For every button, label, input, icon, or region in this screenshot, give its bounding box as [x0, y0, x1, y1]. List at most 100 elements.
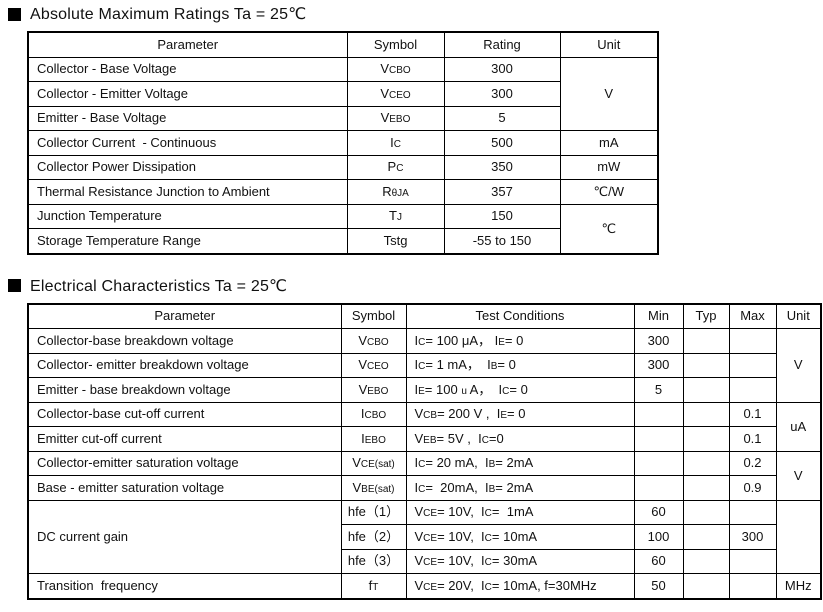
table-cell: [633, 450, 684, 476]
table-cell: 60: [633, 499, 684, 525]
table-row: Collector - Base Voltage VCBO 300 V: [27, 56, 659, 131]
table-cell: DC current gain: [27, 499, 342, 574]
section-title-text: Electrical Characteristics Ta = 25℃: [30, 277, 288, 295]
table-cell: [728, 352, 777, 378]
header-row: Parameter Symbol Test Conditions Min Typ Max U…: [27, 303, 822, 329]
table-cell: IC= 1 mA， IB= 0: [405, 352, 635, 378]
table-row: Base - emitter saturation voltage VBE(sat…: [27, 475, 821, 501]
table-cell: 60: [633, 548, 684, 574]
table-row: Collector-emitter saturation voltage VCE(…: [27, 450, 822, 501]
table-cell: VEB= 5V , IC=0: [405, 426, 635, 452]
column-header: Parameter: [27, 303, 342, 329]
table-cell: VCE(sat): [340, 450, 407, 476]
black-square-icon: [8, 279, 21, 292]
table-cell: 300: [728, 524, 777, 550]
table-cell: 300: [443, 56, 561, 82]
electrical-characteristics-table: Parameter Symbol Test Conditions Min Typ Max U…: [27, 302, 822, 600]
table-row: Collector Current - Continuous IC 500 mA: [27, 130, 659, 156]
table-cell: Collector Current - Continuous: [27, 130, 348, 156]
black-square-icon: [8, 7, 21, 21]
table-cell: [728, 548, 777, 574]
table-row: hfe（3） VCE= 10V, IC= 30mA 60: [28, 548, 821, 574]
table-row: Collector-base cut-off current ICBO VCB= 2…: [27, 401, 822, 452]
table-cell: IE= 100 u A， IC= 0: [405, 377, 635, 403]
table-cell: 0.2: [728, 450, 777, 476]
table-cell: Emitter - base breakdown voltage: [27, 377, 342, 403]
table-cell: Collector - Base Voltage: [27, 56, 348, 82]
table-cell: IC= 20 mA, IB= 2mA: [405, 450, 635, 476]
table-cell: Collector-base breakdown voltage: [27, 328, 342, 354]
table-cell: Collector Power Dissipation: [27, 154, 348, 180]
table-cell: [682, 450, 730, 476]
table-cell: Collector - Emitter Voltage: [27, 81, 348, 107]
table-cell: 100: [633, 524, 684, 550]
table-cell: [682, 499, 730, 525]
table-cell: 0.1: [728, 401, 777, 427]
column-header: Symbol: [346, 31, 445, 58]
column-header: Typ: [682, 303, 730, 329]
table-cell: VCEO: [340, 352, 407, 378]
table-row: Emitter cut-off current IEBO VEB= 5V , IC=…: [27, 426, 821, 452]
absolute-maximum-ratings-table: Parameter Symbol Rating Unit Collector - Bas…: [27, 31, 659, 255]
column-header: Symbol: [340, 303, 407, 329]
table-cell: 0.9: [728, 475, 777, 501]
header-row: Parameter Symbol Rating Unit: [27, 31, 659, 58]
table-cell: [633, 426, 684, 452]
table-cell: VCBO: [340, 328, 407, 354]
table-cell: 5: [443, 105, 561, 131]
table-cell: Junction Temperature: [27, 203, 348, 229]
table-cell: Emitter - Base Voltage: [27, 105, 348, 131]
table-row: Storage Temperature Range Tstg -55 to 150: [27, 228, 658, 254]
column-header: Parameter: [27, 31, 348, 58]
table-cell: ℃: [559, 203, 659, 254]
table-row: Transition frequency fT VCE= 20V, IC= 10mA…: [27, 573, 822, 599]
table-cell: V: [775, 450, 822, 501]
table-cell: IEBO: [340, 426, 407, 452]
table-cell: 300: [633, 328, 684, 354]
table-cell: 5: [633, 377, 684, 403]
table-cell: 357: [443, 179, 561, 205]
table-cell: -55 to 150: [443, 228, 561, 254]
column-header: Test Conditions: [405, 303, 635, 329]
table-cell: VCE= 10V, IC= 1mA: [405, 499, 635, 525]
section-absolute-maximum-ratings: Absolute Maximum Ratings Ta = 25℃ Parame…: [0, 0, 823, 255]
table-cell: PC: [346, 154, 445, 180]
table-row: Collector- emitter breakdown voltage VCEO…: [27, 352, 821, 378]
table-cell: Storage Temperature Range: [27, 228, 348, 254]
table-cell: [728, 499, 777, 525]
table-cell: IC= 20mA, IB= 2mA: [405, 475, 635, 501]
table-cell: 300: [443, 81, 561, 107]
table-cell: VEBO: [340, 377, 407, 403]
table-cell: RθJA: [346, 179, 445, 205]
table-row: Junction Temperature TJ 150 ℃: [27, 203, 659, 254]
section-title-text: Absolute Maximum Ratings Ta = 25℃: [30, 6, 307, 23]
table-cell: VCEO: [346, 81, 445, 107]
column-header: Rating: [443, 31, 561, 58]
table-cell: 0.1: [728, 426, 777, 452]
table-cell: 300: [633, 352, 684, 378]
table-row: Collector-base breakdown voltage VCBO IC= …: [27, 328, 822, 403]
table-cell: Base - emitter saturation voltage: [27, 475, 342, 501]
table-cell: VCE= 10V, IC= 30mA: [405, 548, 635, 574]
table-cell: Collector-emitter saturation voltage: [27, 450, 342, 476]
table-cell: hfe（1）: [340, 499, 407, 525]
table-cell: Transition frequency: [27, 573, 342, 599]
table-cell: uA: [775, 401, 822, 452]
table-cell: Collector- emitter breakdown voltage: [27, 352, 342, 378]
table-cell: [728, 377, 777, 403]
table-cell: IC= 100 μA， IE= 0: [405, 328, 635, 354]
table-cell: VCB= 200 V , IE= 0: [405, 401, 635, 427]
table-cell: VBE(sat): [340, 475, 407, 501]
table-cell: Collector-base cut-off current: [27, 401, 342, 427]
table-cell: 500: [443, 130, 561, 156]
table-cell: [682, 426, 730, 452]
table-row: Emitter - base breakdown voltage VEBO IE= …: [27, 377, 821, 403]
table-row: Thermal Resistance Junction to Ambient Rθ…: [27, 179, 659, 205]
table-cell: Tstg: [346, 228, 445, 254]
table-cell: [682, 328, 730, 354]
table-row: Collector - Emitter Voltage VCEO 300: [27, 81, 658, 107]
table-cell: ICBO: [340, 401, 407, 427]
table-cell: 50: [633, 573, 684, 599]
table-cell: TJ: [346, 203, 445, 229]
